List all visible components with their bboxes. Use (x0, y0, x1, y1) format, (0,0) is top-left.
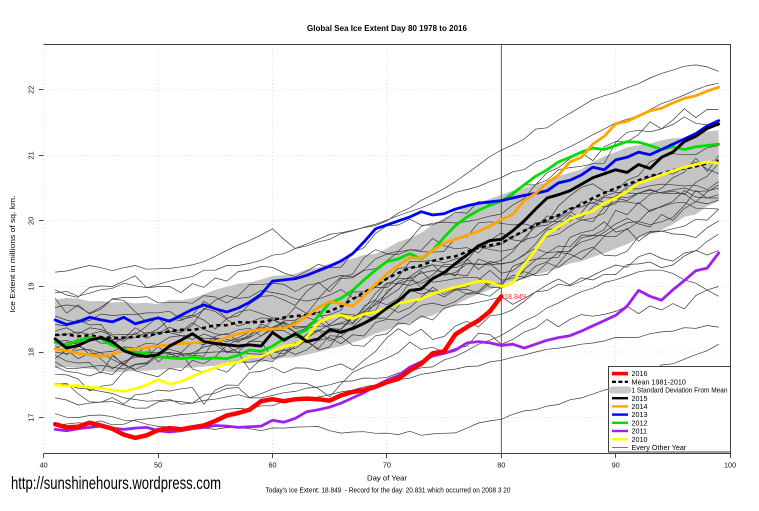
svg-text:2014: 2014 (632, 402, 648, 411)
svg-text:70: 70 (383, 461, 391, 470)
svg-text:1 Standard Deviation From Mean: 1 Standard Deviation From Mean (632, 386, 728, 395)
svg-text:20: 20 (27, 217, 36, 225)
svg-text:80: 80 (497, 461, 505, 470)
svg-text:40: 40 (40, 461, 48, 470)
svg-text:Every Other Year: Every Other Year (632, 443, 687, 452)
svg-text:2011: 2011 (632, 427, 647, 436)
svg-text:Day of Year: Day of Year (367, 474, 408, 483)
svg-text:19: 19 (27, 282, 36, 290)
svg-text:2012: 2012 (632, 418, 648, 427)
svg-text:100: 100 (724, 461, 736, 470)
svg-text:90: 90 (612, 461, 620, 470)
svg-text:2013: 2013 (632, 410, 648, 419)
svg-text:21: 21 (27, 151, 36, 159)
svg-text:17: 17 (27, 414, 36, 422)
svg-text:2015: 2015 (632, 394, 648, 403)
svg-text:Ice Extent in millions of sq.: Ice Extent in millions of sq. km. (8, 196, 17, 313)
svg-text:Global Sea Ice Extent Day 80 1: Global Sea Ice Extent Day 80 1978 to 201… (307, 23, 467, 33)
svg-text:18: 18 (27, 348, 36, 356)
svg-text:18.849: 18.849 (504, 292, 526, 301)
svg-text:60: 60 (268, 461, 276, 470)
svg-text:2016: 2016 (632, 369, 648, 378)
svg-text:22: 22 (27, 86, 36, 94)
svg-text:2010: 2010 (632, 435, 648, 444)
svg-text:Today's Ice Extent: 18.849 -: Today's Ice Extent: 18.849 - Record for … (266, 486, 511, 495)
svg-text:http://sunshinehours.wordpress: http://sunshinehours.wordpress.com (11, 473, 221, 493)
svg-text:Mean 1981-2010: Mean 1981-2010 (632, 377, 686, 386)
svg-text:50: 50 (154, 461, 162, 470)
